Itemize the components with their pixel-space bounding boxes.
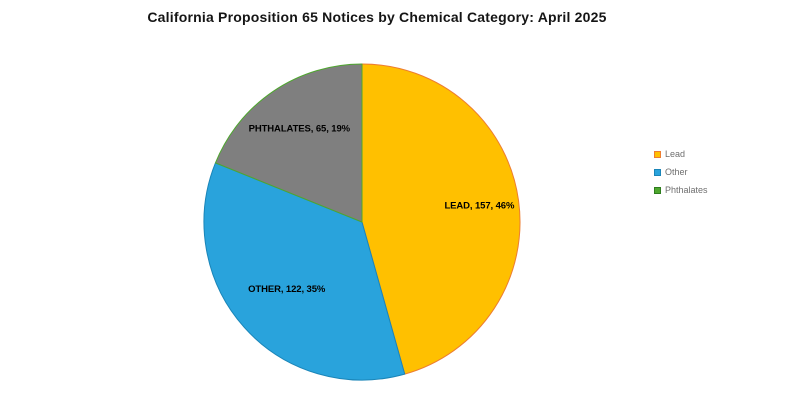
pie-slice-label-phthalates: PHTHALATES, 65, 19% [249, 124, 351, 135]
pie-slice-lead [361, 63, 521, 375]
legend-label-phthalates: Phthalates [665, 185, 708, 195]
pie-slice-label-lead: LEAD, 157, 46% [444, 200, 515, 211]
legend-item-other: Other [654, 163, 708, 181]
chart-title: California Proposition 65 Notices by Che… [147, 9, 607, 25]
legend-marker-phthalates-icon [654, 186, 661, 194]
pie-chart-area: LEAD, 157, 46% OTHER, 122, 35% PHTHALATES,… [196, 56, 528, 388]
pie-slice-label-other: OTHER, 122, 35% [248, 284, 326, 295]
legend: Lead Other Phthalates [654, 145, 708, 199]
pie-slice-other [203, 162, 406, 381]
pie-chart: LEAD, 157, 46% OTHER, 122, 35% PHTHALATES,… [203, 63, 521, 381]
legend-marker-other-icon [654, 168, 661, 176]
pie-slice-phthalates [214, 63, 363, 223]
legend-marker-lead-icon [654, 150, 661, 158]
legend-label-other: Other [665, 167, 688, 177]
legend-item-lead: Lead [654, 145, 708, 163]
legend-item-phthalates: Phthalates [654, 181, 708, 199]
legend-label-lead: Lead [665, 149, 686, 159]
